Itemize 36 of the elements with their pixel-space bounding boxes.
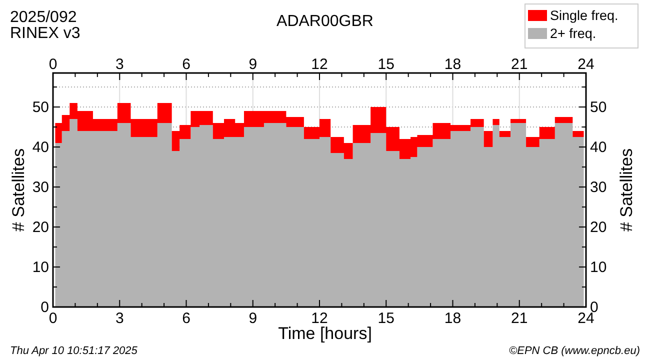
y2-tick-label: 10 xyxy=(590,259,607,276)
chart-title: ADAR00GBR xyxy=(276,13,374,30)
x-tick-label: 6 xyxy=(182,56,190,73)
x-tick-label: 15 xyxy=(378,56,394,73)
y2-tick-label: 20 xyxy=(590,219,607,236)
x2-tick-label: 18 xyxy=(444,310,462,327)
y-tick-label: 0 xyxy=(40,299,49,316)
y-axis-title: # Satellites xyxy=(9,148,28,232)
x2-tick-label: 9 xyxy=(248,310,258,327)
legend-label: Single freq. xyxy=(550,8,618,23)
text: ©EPN CB (www.epncb.eu) xyxy=(509,345,640,357)
x2-tick-label: 15 xyxy=(378,310,394,327)
x-tick-label: 3 xyxy=(115,56,124,73)
x2-tick-label: 6 xyxy=(182,310,190,327)
x-tick-label: 21 xyxy=(511,56,528,73)
x-tick-label: 18 xyxy=(444,56,462,73)
x-tick-label: 24 xyxy=(578,56,594,73)
y-tick-label: 50 xyxy=(32,99,49,116)
x-tick-label: 12 xyxy=(311,56,328,73)
x2-tick-label: 3 xyxy=(115,310,124,327)
text: Thu Apr 10 10:51:17 2025 xyxy=(10,345,138,357)
x-axis-title: Time [hours] xyxy=(278,324,372,343)
text: 2025/092 xyxy=(10,9,77,26)
y-tick-label: 30 xyxy=(32,179,49,196)
y2-tick-label: 50 xyxy=(590,99,607,116)
x-tick-label: 9 xyxy=(248,56,258,73)
y-tick-label: 10 xyxy=(32,259,49,276)
y-tick-label: 20 xyxy=(32,219,49,236)
y2-tick-label: 40 xyxy=(590,139,607,156)
text: RINEX v3 xyxy=(10,25,80,42)
y-tick-label: 40 xyxy=(32,139,49,156)
x2-tick-label: 21 xyxy=(511,310,528,327)
legend-label: 2+ freq. xyxy=(550,26,596,41)
y2-axis-title: # Satellites xyxy=(617,148,636,232)
x2-tick-label: 12 xyxy=(311,310,328,327)
y2-tick-label: 30 xyxy=(590,179,607,196)
